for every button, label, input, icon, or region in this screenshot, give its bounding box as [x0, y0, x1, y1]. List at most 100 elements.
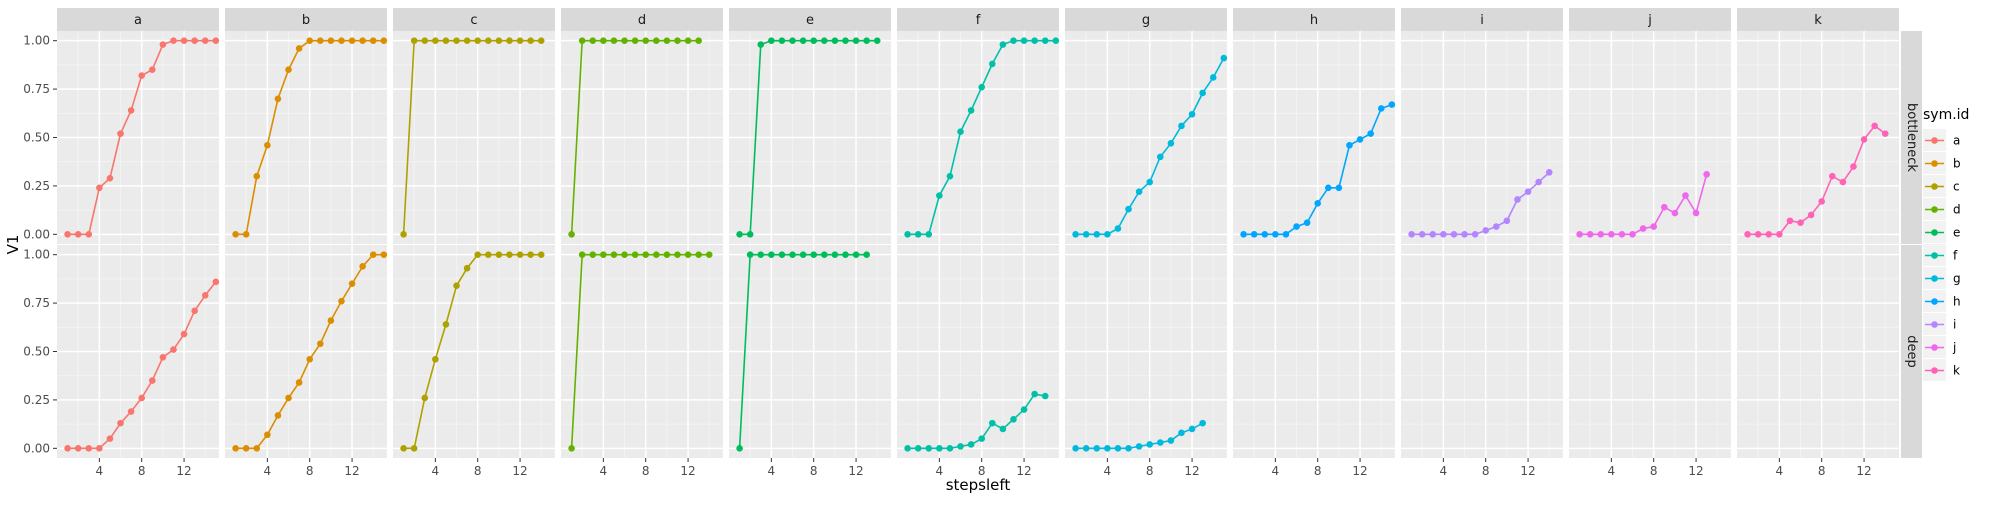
data-point-e-bottleneck [831, 37, 839, 44]
data-point-g-bottleneck [1220, 54, 1228, 62]
data-point-b-bottleneck [274, 95, 282, 103]
y-tick-label: 1.00 [23, 248, 50, 262]
facet-strip-deep [1901, 245, 1922, 458]
data-point-g-deep [1104, 445, 1111, 452]
data-point-e-deep [736, 445, 743, 452]
data-point-e-deep [820, 251, 828, 258]
data-point-a-bottleneck [106, 174, 114, 182]
data-point-e-bottleneck [852, 37, 860, 44]
facet-strip-i [1401, 8, 1563, 31]
data-point-g-bottleneck [1135, 188, 1143, 196]
y-tick-label: 1.00 [23, 34, 50, 48]
data-point-f-bottleneck [999, 41, 1007, 48]
data-point-k-bottleneck [1807, 211, 1815, 219]
data-point-a-bottleneck [159, 41, 167, 48]
panel-deep-c [393, 245, 555, 458]
data-point-c-bottleneck [421, 37, 429, 44]
data-point-h-bottleneck [1240, 231, 1247, 238]
y-tick-label: 0.25 [23, 179, 50, 193]
y-tick-label: 0.75 [23, 296, 50, 310]
x-tick-label: 8 [1818, 464, 1826, 478]
y-axis-title: V1 [4, 235, 22, 255]
data-point-g-deep [1156, 439, 1164, 446]
x-tick-label: 4 [1776, 464, 1784, 478]
data-point-g-deep [1135, 443, 1143, 450]
data-point-i-bottleneck [1461, 231, 1468, 238]
data-point-a-bottleneck [180, 37, 188, 44]
data-point-f-deep [904, 445, 911, 452]
x-tick-label: 12 [512, 464, 527, 478]
data-point-e-bottleneck [863, 37, 870, 44]
facet-strip-b [225, 8, 387, 31]
x-tick-label: 12 [848, 464, 863, 478]
data-point-g-deep [1093, 445, 1101, 452]
data-point-b-bottleneck [316, 37, 324, 44]
data-point-f-deep [988, 419, 996, 427]
x-tick-label: 4 [1608, 464, 1616, 478]
data-point-c-bottleneck [527, 37, 534, 44]
facet-strip-h [1233, 8, 1395, 31]
legend-key-point-g [1931, 275, 1938, 282]
data-point-i-bottleneck [1408, 231, 1415, 238]
legend-key-point-i [1931, 321, 1938, 328]
data-point-j-bottleneck [1586, 231, 1594, 238]
y-tick-label: 0.25 [23, 393, 50, 407]
data-point-i-bottleneck [1482, 227, 1490, 234]
data-point-g-bottleneck [1188, 110, 1196, 118]
panel-bottleneck-j [1569, 31, 1731, 244]
data-point-f-deep [946, 445, 954, 452]
x-tick-label: 8 [1650, 464, 1658, 478]
facet-strip-label-bottleneck: bottleneck [1904, 103, 1919, 172]
x-tick-label: 4 [1440, 464, 1448, 478]
data-point-h-bottleneck [1367, 130, 1374, 137]
data-point-g-bottleneck [1082, 231, 1090, 238]
facet-strip-label-e: e [806, 13, 814, 28]
x-tick-label: 12 [1688, 464, 1703, 478]
facet-strip-d [561, 8, 723, 31]
legend-key-point-j [1931, 344, 1938, 351]
data-point-e-deep [768, 251, 775, 258]
facet-strip-label-f: f [976, 13, 981, 28]
data-point-j-bottleneck [1639, 225, 1647, 232]
data-point-e-deep [810, 251, 818, 258]
legend-label-k: k [1953, 364, 1960, 378]
data-point-a-deep [148, 377, 156, 384]
data-point-c-deep [527, 251, 534, 258]
data-point-f-deep [967, 441, 975, 448]
x-tick-label: 12 [1184, 464, 1199, 478]
y-tick-label: 0.00 [23, 227, 50, 241]
data-point-b-deep [295, 379, 303, 386]
data-point-f-bottleneck [914, 231, 922, 238]
data-point-j-bottleneck [1608, 231, 1615, 238]
data-point-k-bottleneck [1860, 136, 1868, 143]
data-point-d-bottleneck [674, 37, 681, 44]
data-point-c-bottleneck [432, 37, 439, 44]
data-point-c-deep [410, 445, 418, 452]
data-point-j-bottleneck [1629, 231, 1636, 238]
data-point-b-deep [348, 280, 356, 288]
data-point-h-bottleneck [1377, 105, 1385, 112]
data-point-k-bottleneck [1797, 219, 1804, 226]
data-point-i-bottleneck [1535, 178, 1542, 186]
data-point-b-deep [369, 251, 377, 258]
data-point-f-deep [1041, 392, 1049, 400]
data-point-d-deep [652, 251, 660, 258]
x-tick-label: 4 [96, 464, 104, 478]
legend-label-e: e [1953, 226, 1960, 240]
legend-label-h: h [1953, 295, 1961, 309]
data-point-k-bottleneck [1871, 122, 1878, 130]
data-point-k-bottleneck [1850, 163, 1857, 170]
panel-bottleneck-k [1737, 31, 1899, 244]
x-tick-label: 4 [1104, 464, 1112, 478]
data-point-j-bottleneck [1618, 231, 1626, 238]
data-point-c-deep [453, 282, 460, 289]
data-point-d-deep [621, 251, 628, 258]
facet-strip-label-d: d [638, 13, 646, 28]
data-point-d-deep [578, 251, 586, 258]
data-point-e-bottleneck [820, 37, 828, 44]
x-tick-label: 8 [138, 464, 146, 478]
data-point-d-deep [631, 251, 639, 258]
data-point-g-deep [1178, 429, 1185, 437]
data-point-c-bottleneck [484, 37, 492, 44]
